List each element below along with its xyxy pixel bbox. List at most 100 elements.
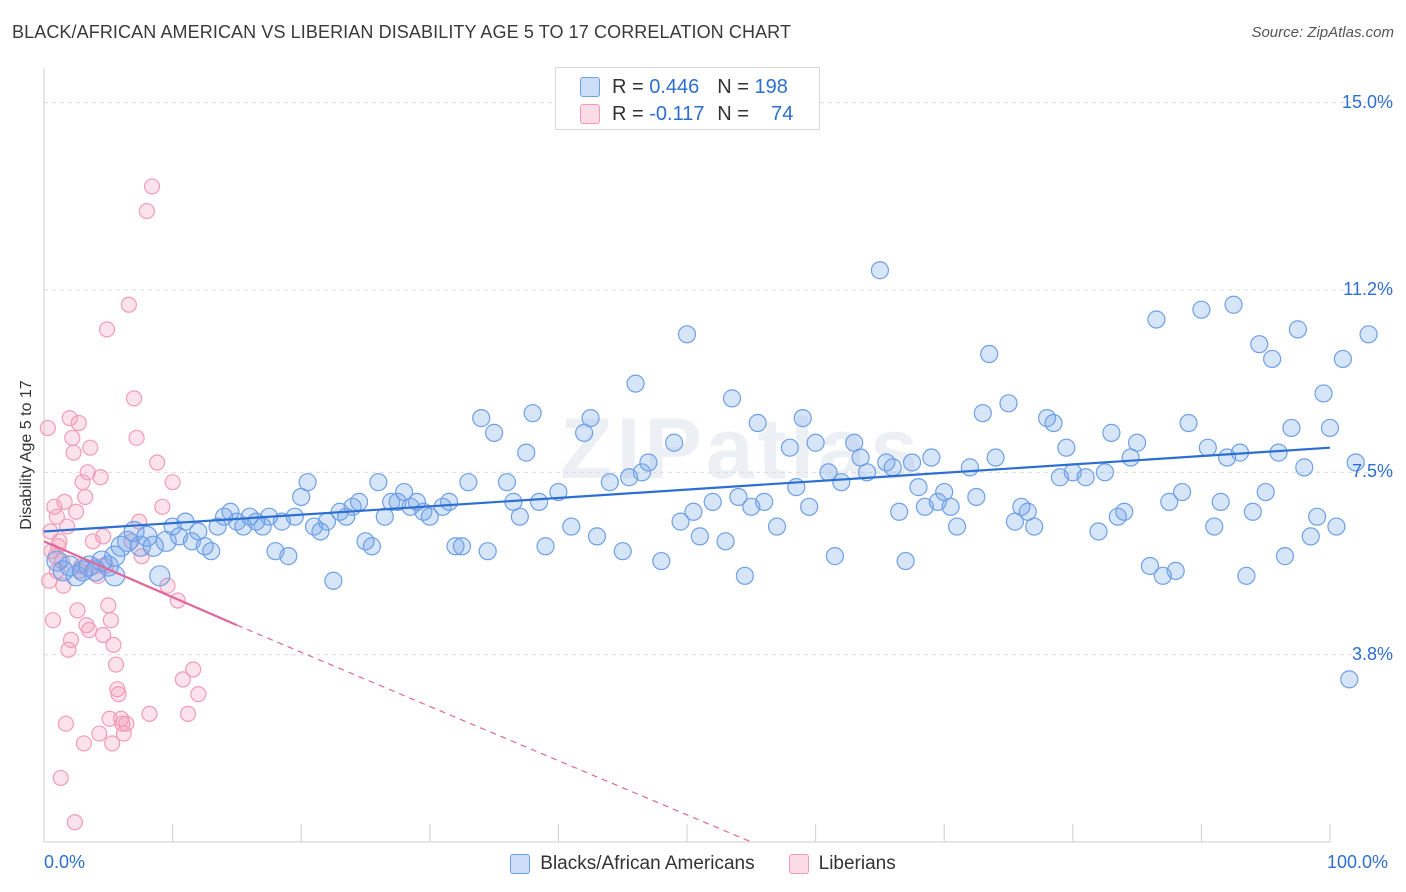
- data-point-liberians: [101, 710, 118, 727]
- data-point-blacks: [1263, 349, 1282, 369]
- data-point-liberians: [118, 715, 135, 732]
- data-point-liberians: [80, 621, 98, 639]
- data-point-blacks: [1340, 670, 1359, 689]
- trend-line-blacks: [43, 446, 1331, 533]
- data-point-blacks: [1308, 507, 1327, 526]
- grid-lines: [44, 102, 1392, 656]
- data-point-liberians: [39, 419, 56, 437]
- trend-line-liberians-extrapolated: [236, 624, 752, 843]
- data-point-blacks: [485, 423, 504, 442]
- data-point-liberians: [70, 414, 87, 432]
- data-point-blacks: [1025, 517, 1044, 536]
- data-point-blacks: [311, 522, 330, 541]
- data-point-blacks: [1102, 423, 1121, 442]
- data-point-blacks: [825, 547, 844, 566]
- legend-item-blacks[interactable]: Blacks/African Americans: [510, 853, 755, 875]
- data-point-liberians: [77, 488, 94, 506]
- data-point-liberians: [98, 321, 116, 338]
- data-point-liberians: [104, 735, 121, 752]
- data-point-blacks: [973, 404, 992, 423]
- data-point-blacks: [1243, 502, 1262, 521]
- data-point-liberians: [57, 715, 74, 732]
- data-point-blacks: [562, 517, 581, 536]
- data-point-blacks: [1346, 453, 1365, 472]
- data-point-blacks: [587, 527, 607, 546]
- legend-n-value: 198: [754, 75, 788, 98]
- data-point-liberians: [52, 769, 69, 787]
- data-point-blacks: [497, 473, 517, 492]
- data-point-blacks: [896, 551, 915, 571]
- data-point-blacks: [439, 492, 459, 511]
- data-point-liberians: [91, 725, 108, 742]
- data-point-blacks: [369, 473, 388, 492]
- data-point-liberians: [174, 671, 191, 688]
- data-point-blacks: [980, 344, 999, 364]
- data-point-liberians: [154, 498, 171, 515]
- data-point-blacks: [780, 438, 799, 457]
- data-point-blacks: [684, 502, 703, 521]
- data-point-blacks: [1160, 492, 1179, 511]
- data-point-liberians: [75, 735, 92, 752]
- data-point-liberians: [105, 636, 122, 653]
- data-point-blacks: [1115, 502, 1134, 521]
- data-point-blacks: [1359, 325, 1378, 344]
- data-point-blacks: [800, 497, 819, 516]
- data-point-liberians: [55, 577, 72, 594]
- legend-n-value: 74: [771, 102, 794, 125]
- data-point-blacks: [632, 463, 652, 482]
- data-point-blacks: [890, 502, 909, 521]
- data-point-liberians: [149, 454, 166, 471]
- data-point-blacks: [1095, 463, 1115, 482]
- data-point-blacks: [349, 492, 369, 511]
- data-point-blacks: [1314, 384, 1333, 403]
- data-point-liberians: [128, 429, 145, 446]
- legend-r-label: R =: [612, 102, 644, 125]
- data-point-blacks: [652, 551, 671, 571]
- data-point-liberians: [61, 410, 78, 427]
- data-point-blacks: [639, 453, 658, 472]
- data-point-blacks: [420, 507, 439, 526]
- legend-item-liberians[interactable]: Liberians: [788, 853, 896, 875]
- data-point-blacks: [472, 409, 491, 428]
- data-point-blacks: [1166, 561, 1185, 581]
- legend-r-value: -0.117: [649, 102, 705, 125]
- legend-row-liberians: R = -0.117 N = 74: [580, 101, 793, 127]
- data-point-blacks: [722, 389, 742, 408]
- legend-r-value: 0.446: [649, 75, 700, 98]
- data-point-blacks: [941, 497, 960, 516]
- series-blacks: [46, 261, 1378, 689]
- data-point-liberians: [120, 296, 137, 313]
- data-point-liberians: [84, 533, 101, 550]
- data-point-liberians: [138, 202, 155, 220]
- data-point-blacks: [1224, 295, 1243, 314]
- data-point-blacks: [1192, 300, 1211, 319]
- data-point-blacks: [510, 507, 529, 526]
- chart-source: Source: ZipAtlas.com: [1251, 24, 1394, 41]
- data-point-liberians: [179, 705, 197, 722]
- legend-swatch-blue: [580, 77, 600, 97]
- legend-swatch-pink: [788, 854, 809, 874]
- data-point-liberians: [41, 572, 58, 589]
- data-point-blacks: [1198, 438, 1217, 457]
- correlation-legend: R = 0.446 N = 198 R = -0.117 N = 74: [555, 67, 820, 130]
- data-point-liberians: [190, 686, 207, 703]
- y-tick-label: 15.0%: [1341, 91, 1393, 112]
- data-point-blacks: [1301, 527, 1320, 546]
- data-point-blacks: [1237, 566, 1256, 585]
- legend-swatch-blue: [510, 854, 531, 874]
- data-point-blacks: [530, 492, 549, 511]
- data-point-blacks: [298, 473, 317, 492]
- data-point-blacks: [362, 537, 382, 556]
- data-point-blacks: [1205, 517, 1224, 536]
- data-point-blacks: [986, 448, 1005, 467]
- y-tick-label: 7.5%: [1351, 461, 1393, 482]
- data-point-liberians: [48, 508, 65, 525]
- data-point-blacks: [1173, 482, 1192, 502]
- data-point-blacks: [478, 542, 497, 561]
- data-point-liberians: [56, 493, 73, 510]
- data-point-blacks: [748, 413, 767, 433]
- chart-title: BLACK/AFRICAN AMERICAN VS LIBERIAN DISAB…: [12, 22, 792, 42]
- data-point-blacks: [149, 565, 171, 587]
- series-legend: Blacks/African Americans Liberians: [0, 851, 1406, 877]
- data-point-blacks: [665, 433, 684, 452]
